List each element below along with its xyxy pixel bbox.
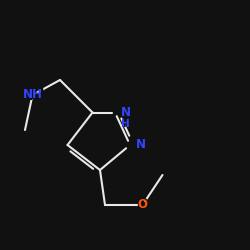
Text: NH: NH: [22, 88, 42, 102]
Text: N: N: [136, 138, 146, 151]
Text: N: N: [121, 106, 131, 119]
Text: H: H: [121, 117, 132, 130]
Text: O: O: [136, 198, 149, 212]
Text: NH: NH: [20, 88, 45, 102]
Text: O: O: [138, 198, 147, 211]
Text: N: N: [136, 138, 148, 152]
Text: N: N: [121, 105, 134, 120]
Text: H: H: [121, 119, 130, 129]
